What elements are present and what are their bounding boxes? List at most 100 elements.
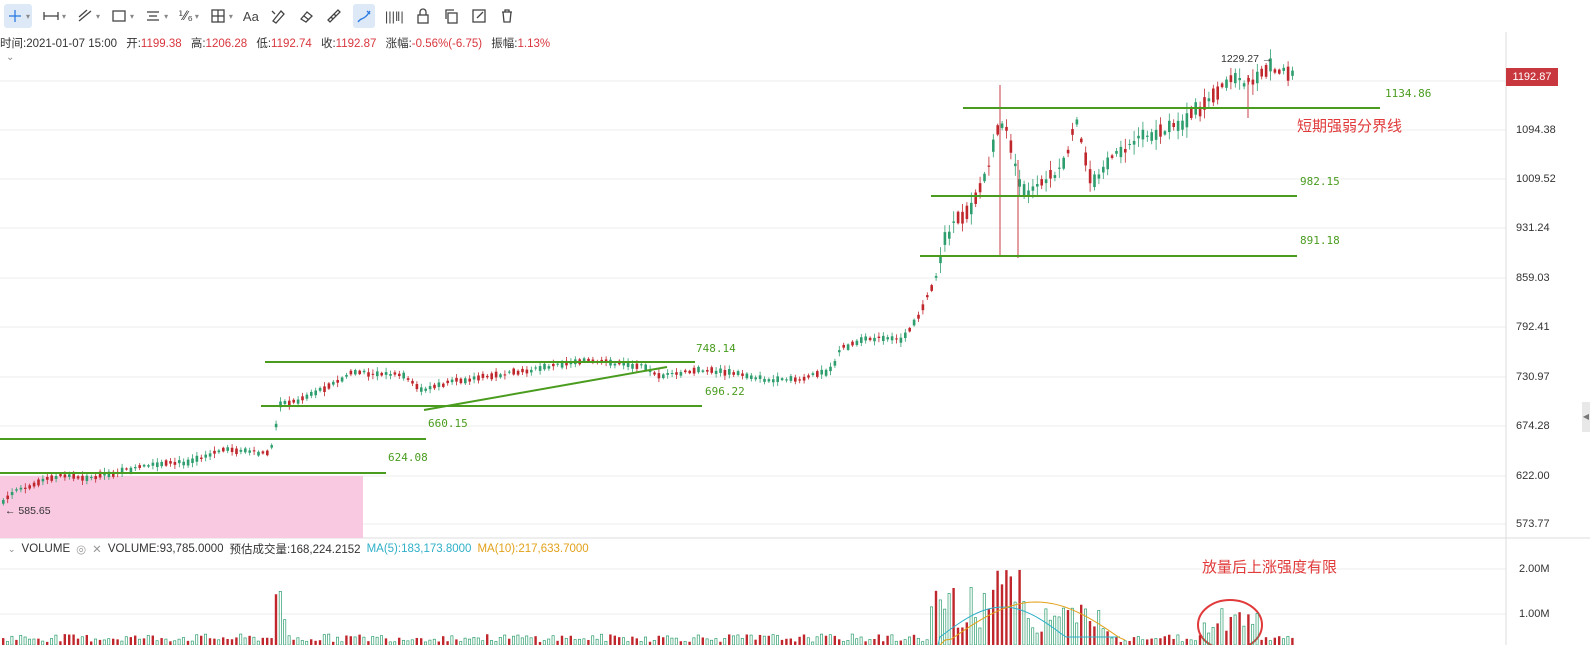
dropdown-caret-icon[interactable]: ▾ — [26, 11, 31, 21]
candle-body — [1212, 88, 1215, 103]
candle-body — [1132, 140, 1136, 145]
measure-grid-tool[interactable]: ▾ — [209, 4, 233, 28]
magic-pen-tool[interactable] — [269, 4, 287, 28]
candle-body — [780, 378, 784, 381]
candle-body — [855, 340, 859, 345]
candle-body — [745, 373, 749, 379]
candle-body — [1185, 113, 1189, 128]
price-axis-label: 1009.52 — [1516, 173, 1556, 185]
collapse-chevron-icon[interactable]: ⌄ — [6, 52, 15, 63]
volume-bar — [15, 639, 18, 645]
volume-bar — [80, 636, 84, 645]
volume-bar — [195, 634, 199, 645]
volume-bar — [609, 634, 612, 645]
dropdown-caret-icon[interactable]: ▾ — [130, 11, 135, 21]
rectangle-tool[interactable]: ▾ — [110, 4, 134, 28]
trend-line-tool[interactable]: ▾ — [76, 4, 100, 28]
volume-bar — [1225, 630, 1228, 645]
eye-icon[interactable]: ◎ — [76, 544, 87, 556]
candle-body — [798, 379, 801, 381]
volume-value: VOLUME:93,785.0000 — [107, 543, 224, 555]
volume-bar — [657, 635, 660, 645]
candle-body — [736, 371, 740, 375]
volume-bar — [828, 634, 832, 645]
volume-bar — [46, 641, 49, 645]
high-value: 1206.28 — [205, 38, 248, 50]
measure-grid-icon — [209, 7, 227, 25]
horizontal-ray-tool[interactable]: ▾ — [42, 4, 66, 28]
export-icon — [470, 7, 488, 25]
candle-body — [697, 366, 700, 373]
volume-bar — [1238, 612, 1241, 645]
volume-bar — [1026, 618, 1030, 645]
ruler-tool[interactable] — [325, 4, 343, 28]
candle-body — [657, 373, 661, 379]
candle-body — [1022, 184, 1026, 196]
candle-body — [1124, 148, 1127, 153]
crosshair-tool[interactable]: ▾ — [4, 4, 33, 28]
volume-bar — [102, 639, 106, 645]
dropdown-caret-icon[interactable]: ▾ — [228, 11, 233, 21]
volume-bar — [90, 641, 93, 645]
drawing-mode-tool[interactable] — [352, 4, 375, 28]
candle-body — [349, 370, 353, 375]
text-tool[interactable]: Aa — [243, 4, 259, 28]
forecast-volume: 预估成交量:168,224.2152 — [229, 544, 361, 556]
volume-bar — [802, 634, 806, 645]
candle-body — [516, 370, 520, 375]
volume-bar — [124, 636, 128, 645]
dropdown-caret-icon[interactable]: ▾ — [96, 11, 101, 21]
volume-bar — [1194, 640, 1197, 645]
volume-bar — [587, 639, 590, 645]
candle-body — [1251, 79, 1255, 85]
candle-body — [1014, 163, 1017, 167]
volume-bar — [446, 641, 449, 645]
volume-bar — [780, 639, 784, 645]
candle-body — [384, 372, 388, 375]
eraser-tool[interactable] — [297, 4, 315, 28]
candle-body — [1181, 120, 1184, 130]
candle-body — [1260, 68, 1263, 77]
volume-bar — [754, 639, 757, 645]
dropdown-caret-icon[interactable]: ▾ — [62, 11, 67, 21]
volume-bar — [1202, 622, 1206, 645]
parallel-lines-tool[interactable]: ▾ — [144, 4, 168, 28]
side-panel-toggle-icon[interactable]: ◀ — [1582, 402, 1590, 432]
lock-tool[interactable] — [414, 4, 432, 28]
volume-bar — [274, 594, 278, 645]
export-tool[interactable] — [470, 4, 488, 28]
fibonacci-tool[interactable]: ⅟⁄₆ ▾ — [178, 4, 199, 28]
volume-bar — [146, 635, 150, 645]
candle-body — [191, 458, 194, 463]
candle-body — [877, 336, 881, 338]
candle-body — [1102, 166, 1105, 173]
candle-body — [336, 379, 339, 383]
candle-body — [701, 370, 705, 372]
candle-body — [1291, 70, 1294, 76]
volume-bar — [776, 635, 779, 645]
candle-body — [125, 468, 128, 470]
volume-bar — [54, 634, 58, 645]
volume-bar — [767, 635, 770, 645]
candle-body — [1049, 170, 1052, 179]
candle-body — [1110, 155, 1114, 158]
volume-bar — [498, 637, 502, 645]
volume-bar — [358, 634, 361, 645]
volume-bar — [367, 641, 370, 645]
candle-body — [217, 450, 221, 453]
volume-bar — [37, 638, 40, 645]
close-icon[interactable]: ✕ — [92, 544, 102, 556]
volume-collapse-icon[interactable]: ⌄ — [8, 543, 16, 554]
candle-body — [393, 372, 397, 375]
dropdown-caret-icon[interactable]: ▾ — [164, 11, 169, 21]
volume-bar — [155, 640, 159, 645]
barcode-tool[interactable]: |||‖| — [385, 4, 404, 28]
dropdown-caret-icon[interactable]: ▾ — [194, 11, 199, 21]
volume-bar — [455, 639, 458, 645]
candle-body — [886, 337, 889, 340]
trash-tool[interactable] — [498, 4, 516, 28]
candle-body — [758, 375, 762, 380]
copy-tool[interactable] — [442, 4, 460, 28]
volume-bar — [112, 638, 115, 645]
